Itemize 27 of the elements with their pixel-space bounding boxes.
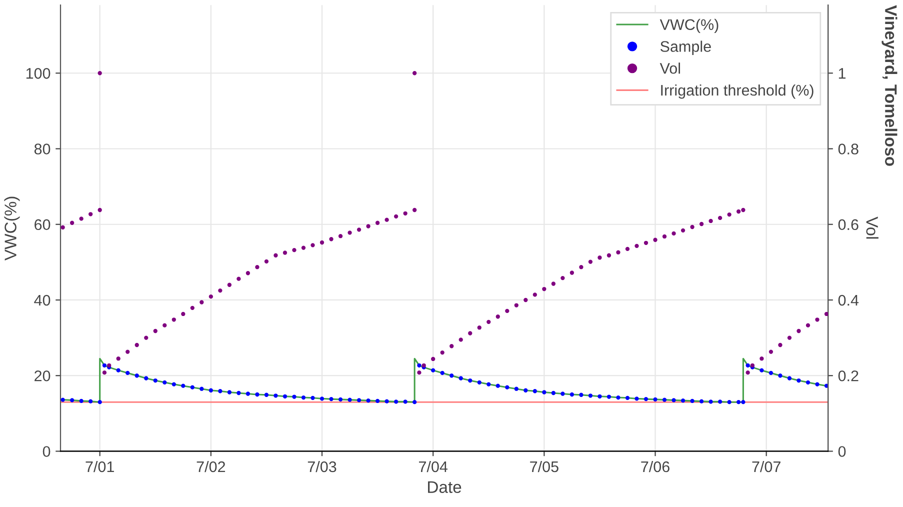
legend-label: Sample	[660, 40, 711, 55]
y2-tick-label: 0.8	[838, 144, 858, 154]
y-tick-label: 60	[34, 219, 50, 230]
x-tick-label: 7/04	[419, 460, 448, 472]
x-tick-label: 7/05	[530, 460, 558, 472]
y2-tick-label: 0.6	[838, 219, 858, 230]
legend-label: Vol	[660, 62, 680, 74]
x-tick-label: 7/07	[752, 460, 780, 472]
y2-tick-label: 0.4	[838, 294, 859, 306]
y-axis-title: VWC(%)	[4, 196, 20, 260]
y-tick-label: 100	[26, 68, 50, 79]
x-axis-title: Date	[428, 481, 462, 493]
y2-tick-label: 0.2	[838, 370, 858, 382]
x-tick-label: 7/03	[308, 460, 336, 472]
x-tick-label: 7/06	[641, 460, 670, 472]
y-tick-label: 80	[34, 144, 50, 154]
y2-axis-title: Vol	[866, 216, 878, 239]
y2-tick-label: 1	[838, 68, 846, 79]
y2-tick-label: 0	[838, 446, 846, 457]
y-tick-label: 0	[42, 446, 50, 457]
y-tick-label: 20	[34, 370, 50, 382]
legend-label: Irrigation threshold (%)	[661, 84, 814, 99]
x-tick-label: 7/01	[86, 460, 114, 472]
y-tick-label: 40	[34, 294, 50, 306]
x-tick-label: 7/02	[196, 460, 226, 472]
text: Vineyard, Tomelloso	[882, 5, 898, 166]
legend-label: VWC(%)	[660, 18, 718, 34]
